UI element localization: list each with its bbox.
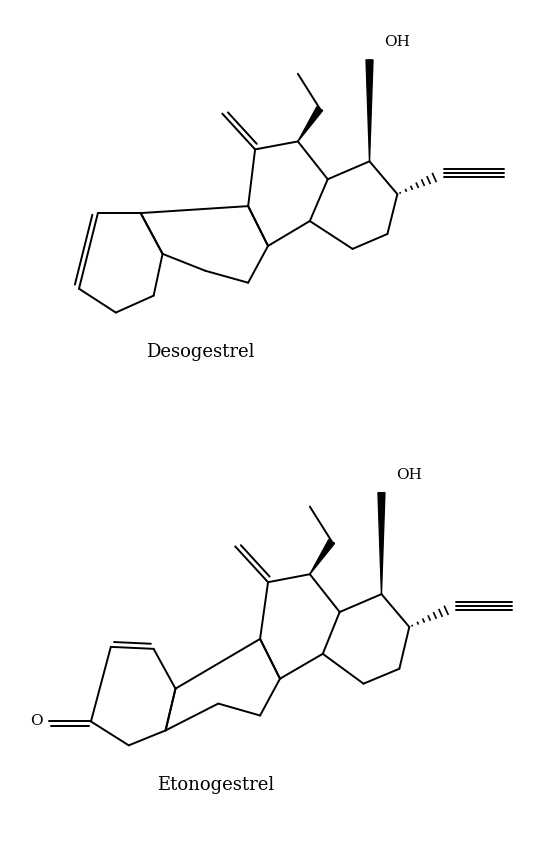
Text: Desogestrel: Desogestrel: [146, 343, 255, 362]
Text: OH: OH: [385, 35, 410, 49]
Text: O: O: [30, 715, 43, 728]
Polygon shape: [310, 540, 335, 574]
Polygon shape: [378, 493, 385, 594]
Text: Etonogestrel: Etonogestrel: [157, 776, 274, 794]
Polygon shape: [366, 60, 373, 161]
Text: OH: OH: [396, 468, 423, 482]
Polygon shape: [298, 107, 323, 141]
